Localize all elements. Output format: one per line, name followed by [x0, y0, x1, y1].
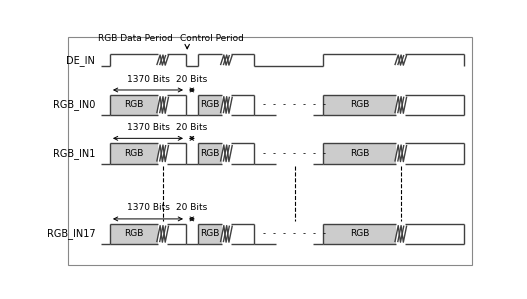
Text: RGB: RGB — [350, 149, 369, 158]
Text: - - - - - - -: - - - - - - - — [262, 100, 327, 109]
Text: - - - - - - -: - - - - - - - — [262, 149, 327, 158]
Bar — [198, 224, 222, 244]
Text: - - - - - - -: - - - - - - - — [262, 229, 327, 238]
Text: RGB Data Period: RGB Data Period — [98, 34, 173, 43]
Text: RGB: RGB — [200, 100, 220, 109]
Text: 20 Bits: 20 Bits — [176, 74, 208, 83]
Text: RGB: RGB — [124, 229, 144, 238]
Text: Control Period: Control Period — [180, 34, 244, 43]
Text: RGB_IN17: RGB_IN17 — [47, 228, 95, 239]
Text: RGB: RGB — [124, 149, 144, 158]
Text: 20 Bits: 20 Bits — [176, 123, 208, 132]
Bar — [323, 224, 396, 244]
Text: RGB_IN1: RGB_IN1 — [53, 148, 95, 159]
Bar — [198, 143, 222, 164]
Bar — [110, 143, 158, 164]
Text: 1370 Bits: 1370 Bits — [126, 74, 169, 83]
Bar — [323, 94, 396, 115]
Text: RGB: RGB — [350, 229, 369, 238]
Text: RGB: RGB — [200, 149, 220, 158]
Bar — [110, 94, 158, 115]
Text: 20 Bits: 20 Bits — [176, 203, 208, 213]
Text: 1370 Bits: 1370 Bits — [126, 203, 169, 213]
Text: 1370 Bits: 1370 Bits — [126, 123, 169, 132]
Bar — [198, 94, 222, 115]
Bar — [110, 224, 158, 244]
Text: DE_IN: DE_IN — [66, 55, 95, 65]
Text: RGB: RGB — [124, 100, 144, 109]
Text: RGB_IN0: RGB_IN0 — [53, 100, 95, 110]
Text: RGB: RGB — [350, 100, 369, 109]
Text: RGB: RGB — [200, 229, 220, 238]
Bar — [323, 143, 396, 164]
